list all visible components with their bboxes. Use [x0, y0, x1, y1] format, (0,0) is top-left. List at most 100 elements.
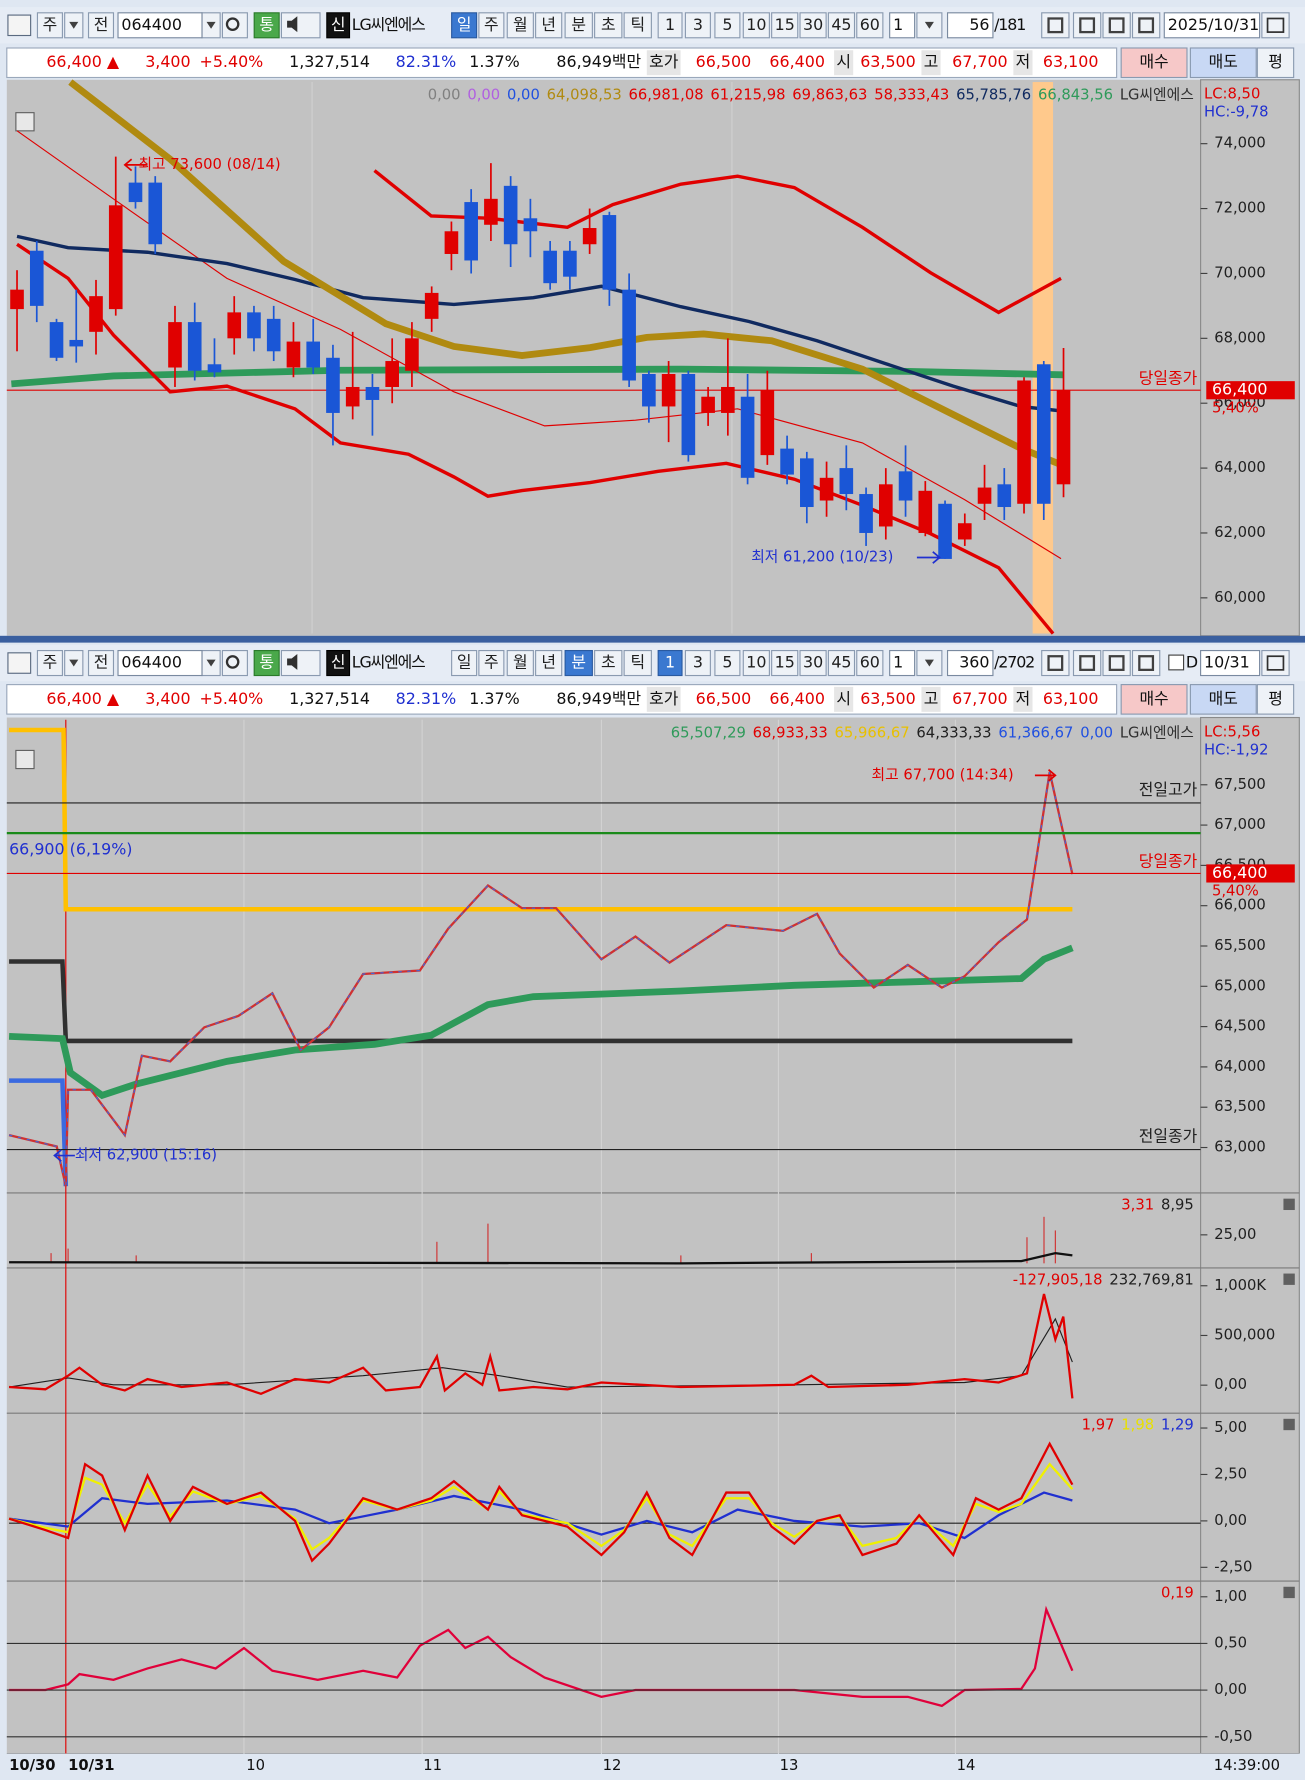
toolbar-button[interactable] — [657, 649, 683, 677]
toolbar-button[interactable] — [594, 649, 623, 677]
order-button[interactable] — [1189, 47, 1257, 79]
y-tick-label: 65,500 — [1214, 937, 1266, 954]
toolbar-button[interactable] — [253, 12, 280, 39]
toolbar-button[interactable] — [946, 12, 994, 39]
order-button[interactable] — [1120, 47, 1188, 79]
minute-indicators — [8, 727, 1074, 1187]
info-value: 66,400 — [769, 52, 825, 71]
toolbar-button[interactable] — [771, 12, 799, 39]
toolbar-button[interactable] — [799, 649, 827, 677]
y-tick-label: 2,50 — [1214, 1465, 1247, 1482]
obv — [9, 1293, 1074, 1399]
toolbar-button[interactable] — [856, 12, 884, 39]
grid-icon[interactable] — [15, 749, 35, 770]
toolbar-button[interactable] — [623, 12, 652, 39]
toolbar-button[interactable] — [889, 12, 916, 39]
panel-close[interactable] — [1283, 1198, 1295, 1211]
top-plot — [6, 79, 1201, 636]
toolbar-button[interactable] — [535, 12, 563, 39]
order-button-label[interactable]: 매수 — [1139, 52, 1168, 71]
toolbar-button[interactable] — [657, 12, 683, 39]
toolbar-button[interactable] — [1200, 649, 1261, 677]
ratio — [9, 1605, 1074, 1708]
toolbar-button[interactable] — [36, 12, 63, 39]
toolbar-button[interactable] — [451, 12, 478, 39]
toolbar-button[interactable] — [742, 649, 770, 677]
toolbar-button[interactable] — [326, 12, 351, 39]
order-button-label[interactable]: 매도 — [1209, 689, 1238, 708]
dropdown[interactable] — [916, 12, 943, 39]
toolbar-button[interactable] — [1163, 12, 1261, 39]
legend-entry: 64,098,53 — [547, 87, 622, 104]
toolbar-button[interactable] — [87, 649, 115, 677]
toolbar-button[interactable] — [535, 649, 563, 677]
tool-button[interactable] — [1072, 12, 1102, 39]
toolbar-button[interactable] — [594, 12, 623, 39]
tool-button[interactable] — [1102, 12, 1131, 39]
toolbar-button[interactable] — [889, 649, 916, 677]
candle-body — [227, 312, 242, 339]
toolbar-button[interactable] — [564, 649, 593, 677]
toolbar-button[interactable] — [827, 649, 856, 677]
order-button[interactable] — [1256, 684, 1295, 715]
toolbar-button[interactable] — [799, 12, 827, 39]
toolbar-button[interactable] — [623, 649, 652, 677]
toolbar-button[interactable] — [742, 12, 770, 39]
toolbar-button[interactable] — [451, 649, 478, 677]
toolbar-button[interactable] — [771, 649, 799, 677]
legend-entry: 61,366,67 — [998, 724, 1073, 741]
legend-entry: 0,00 — [1080, 724, 1113, 741]
current-time: 14:39:00 — [1214, 1757, 1280, 1774]
toolbar-button[interactable] — [326, 649, 351, 677]
toolbar-button[interactable] — [506, 12, 534, 39]
toolbar-button[interactable] — [478, 12, 505, 39]
toolbar-button[interactable] — [478, 649, 505, 677]
toolbar-button[interactable] — [714, 649, 741, 677]
candle-body — [247, 312, 261, 339]
order-button[interactable] — [1189, 684, 1257, 715]
checkbox[interactable] — [1168, 654, 1185, 671]
grid-icon[interactable] — [15, 112, 35, 132]
tool-button[interactable] — [1131, 12, 1161, 39]
toolbar-button[interactable] — [946, 649, 994, 677]
toolbar-button[interactable] — [684, 649, 711, 677]
toolbar-button[interactable] — [87, 12, 115, 39]
toolbar-label: /181 — [994, 15, 1025, 34]
panel-close[interactable] — [1283, 1418, 1295, 1431]
order-button-label[interactable]: 매수 — [1139, 689, 1168, 708]
tool-button[interactable] — [1072, 649, 1102, 677]
x-axis — [0, 1753, 1305, 1780]
panel-close[interactable] — [1283, 1273, 1295, 1285]
toolbar-button[interactable] — [506, 649, 534, 677]
candle-body — [503, 185, 518, 245]
y-tick-label: 64,000 — [1214, 1058, 1266, 1075]
order-button-label[interactable]: 평 — [1268, 689, 1283, 708]
toolbar-label: 45 — [831, 653, 851, 672]
tool-button[interactable] — [1102, 649, 1131, 677]
toolbar-button[interactable] — [36, 649, 63, 677]
hc: HC:-1,92 — [1204, 741, 1269, 758]
toolbar-button[interactable] — [117, 12, 203, 39]
tool-button[interactable] — [1041, 12, 1070, 39]
toolbar-button[interactable] — [827, 12, 856, 39]
order-button[interactable] — [1256, 47, 1295, 79]
search-icon — [225, 17, 240, 31]
toolbar-button[interactable] — [684, 12, 711, 39]
toolbar-button[interactable] — [117, 649, 203, 677]
order-button-label[interactable]: 매도 — [1209, 52, 1238, 71]
tool-button[interactable] — [1041, 649, 1070, 677]
toolbar-button[interactable] — [253, 649, 280, 677]
info-value: 66,400 — [769, 689, 825, 708]
candle-body — [405, 338, 419, 371]
order-button[interactable] — [1120, 684, 1188, 715]
panel-close[interactable] — [1283, 1586, 1295, 1599]
tool-button[interactable] — [1131, 649, 1161, 677]
calendar-button[interactable] — [1261, 649, 1290, 677]
toolbar-button[interactable] — [714, 12, 741, 39]
toolbar-button[interactable] — [564, 12, 593, 39]
calendar-button[interactable] — [1261, 12, 1290, 39]
toolbar-label: 15 — [775, 15, 795, 34]
order-button-label[interactable]: 평 — [1268, 52, 1283, 71]
search-button[interactable] — [221, 649, 248, 677]
toolbar-button[interactable] — [856, 649, 884, 677]
